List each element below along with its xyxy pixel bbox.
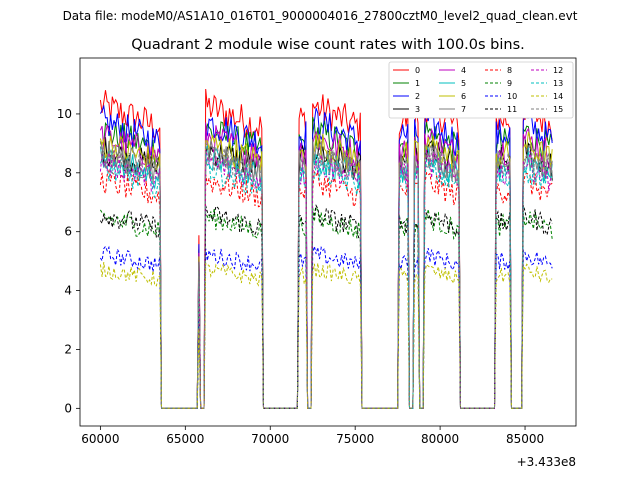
y-tick-label: 10 <box>57 107 72 121</box>
y-tick-label: 0 <box>64 401 72 415</box>
series-line-10 <box>99 245 553 409</box>
y-tick-label: 2 <box>64 342 72 356</box>
x-tick-label: 60000 <box>81 432 119 446</box>
legend-label-1: 1 <box>415 79 420 88</box>
legend-label-4: 4 <box>461 66 466 75</box>
plot-area-frame <box>79 57 577 427</box>
figure-suptitle: Data file: modeM0/AS1A10_016T01_90000040… <box>63 9 578 23</box>
series-line-15 <box>99 141 553 409</box>
chart-title: Quadrant 2 module wise count rates with … <box>131 37 525 53</box>
legend-label-7: 7 <box>461 105 466 114</box>
y-tick-label: 4 <box>64 284 72 298</box>
legend-label-12: 12 <box>553 66 563 75</box>
y-axis: 0 2 4 6 8 10 <box>57 107 80 415</box>
legend-frame <box>388 61 574 119</box>
legend-label-10: 10 <box>507 92 517 101</box>
series-line-9 <box>99 205 553 409</box>
series-line-12 <box>99 149 553 409</box>
legend-label-2: 2 <box>415 92 420 101</box>
legend-label-6: 6 <box>461 92 466 101</box>
y-tick-label: 8 <box>64 166 72 180</box>
x-tick-label: 65000 <box>166 432 204 446</box>
series-line-13 <box>99 153 553 409</box>
series-line-0 <box>99 88 553 409</box>
x-tick-label: 80000 <box>421 432 459 446</box>
series-lines <box>99 88 553 409</box>
legend-label-13: 13 <box>553 79 563 88</box>
legend-label-3: 3 <box>415 105 420 114</box>
series-line-11 <box>99 204 553 409</box>
x-tick-label: 75000 <box>336 432 374 446</box>
y-tick-label: 6 <box>64 225 72 239</box>
series-line-7 <box>99 139 553 409</box>
legend-label-0: 0 <box>415 66 420 75</box>
legend-label-8: 8 <box>507 66 512 75</box>
series-line-8 <box>99 169 553 409</box>
x-axis: 60000 65000 70000 75000 80000 85000 <box>81 426 544 446</box>
legend-label-5: 5 <box>461 79 466 88</box>
legend-label-9: 9 <box>507 79 512 88</box>
legend-label-11: 11 <box>507 105 517 114</box>
legend-label-15: 15 <box>553 105 563 114</box>
legend-label-14: 14 <box>553 92 563 101</box>
x-tick-label: 85000 <box>506 432 544 446</box>
x-tick-label: 70000 <box>251 432 289 446</box>
series-line-14 <box>99 262 553 409</box>
x-axis-offset-label: +3.433e8 <box>517 455 576 469</box>
